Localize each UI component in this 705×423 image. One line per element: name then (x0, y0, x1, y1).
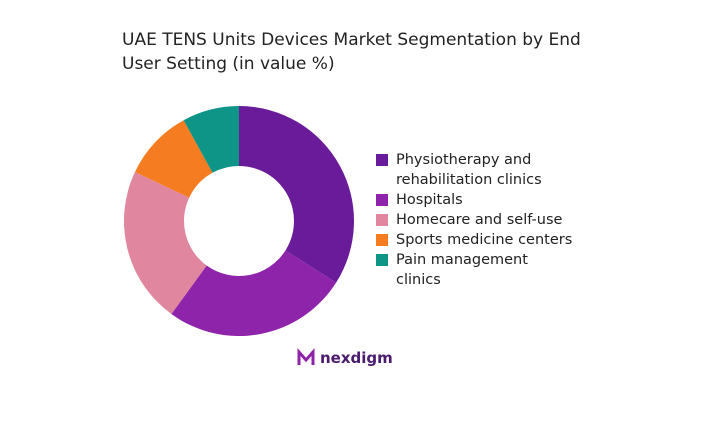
slice (134, 120, 213, 198)
chart-title: UAE TENS Units Devices Market Segmentati… (122, 30, 581, 74)
legend-item: Hospitals (376, 190, 606, 210)
legend-swatch (376, 214, 388, 226)
legend-item: Homecare and self-use (376, 210, 606, 230)
legend-label: Homecare and self-use (396, 212, 563, 228)
legend-item: Physiotherapy and rehabilitation clinics (376, 150, 606, 190)
slice (171, 250, 337, 337)
legend: Physiotherapy and rehabilitation clinics… (376, 150, 606, 290)
legend-swatch (376, 254, 388, 266)
slice (123, 172, 207, 315)
legend-swatch (376, 234, 388, 246)
legend-swatch (376, 194, 388, 206)
slice (183, 106, 239, 173)
legend-swatch (376, 154, 388, 166)
logo: nexdigm (296, 348, 393, 368)
slice (239, 106, 354, 283)
legend-item: Sports medicine centers (376, 230, 606, 250)
legend-label: Hospitals (396, 192, 463, 208)
legend-label: Sports medicine centers (396, 232, 573, 248)
legend-item: Pain management clinics (376, 250, 606, 290)
legend-label: Pain management clinics (396, 252, 528, 288)
logo-icon (297, 348, 315, 365)
logo-text: nexdigm (320, 349, 393, 367)
legend-label: Physiotherapy and rehabilitation clinics (396, 152, 542, 188)
